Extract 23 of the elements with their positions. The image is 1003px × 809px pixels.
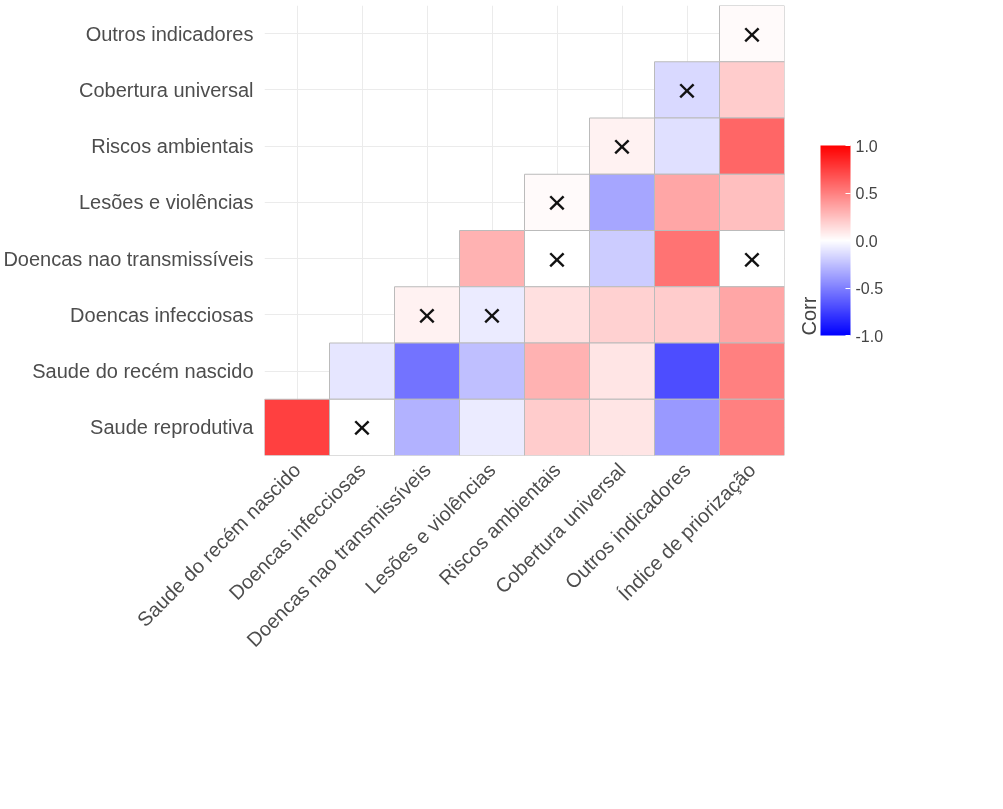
data-label: × (742, 14, 762, 53)
y-tick-label: Riscos ambientais (91, 135, 254, 158)
color-bar-label: -0.5 (855, 280, 884, 297)
color-bar-label: 1.0 (855, 137, 878, 155)
color-bar-label: 0.0 (855, 232, 878, 250)
data-label: × (417, 295, 437, 334)
y-tick-label: Doencas nao transmissíveis (3, 247, 254, 270)
y-tick-label: Cobertura universal (78, 78, 254, 101)
y-tick-label: Doencas infecciosas (70, 303, 254, 326)
data-label: × (677, 70, 697, 109)
data-label: × (742, 239, 762, 278)
data-label: × (547, 183, 567, 222)
color-bar-title: Corr (797, 296, 820, 336)
data-label: × (352, 408, 372, 447)
y-tick-label: Lesões e violências (78, 191, 254, 214)
y-tick-label: Outros indicadores (85, 22, 254, 45)
y-tick-label: Saude do recém nascido (32, 360, 254, 383)
color-bar-label: -1.0 (855, 327, 884, 345)
color-bar-label: 0.5 (855, 185, 878, 202)
y-tick-label: Saude reprodutiva (90, 416, 255, 439)
data-label: × (547, 239, 567, 278)
data-label: × (612, 127, 632, 166)
data-label: × (482, 295, 502, 334)
